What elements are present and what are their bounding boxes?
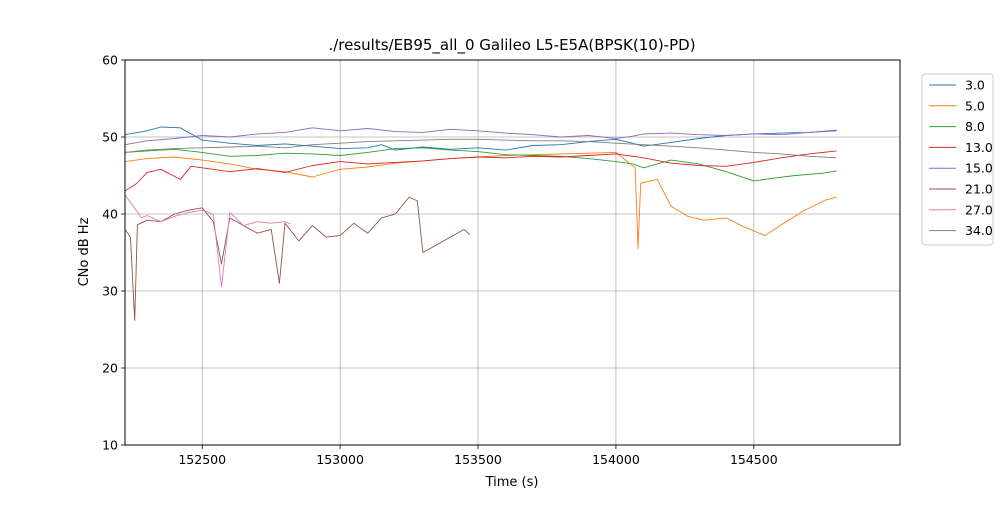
series-line-15-0 [124,127,837,146]
x-tick-label: 152500 [178,452,226,467]
y-axis-ticks: 10 20 30 40 50 60 [102,53,125,453]
y-tick-label: 40 [102,207,118,222]
chart-title: ./results/EB95_all_0 Galileo L5-E5A(BPSK… [328,36,695,55]
x-axis-ticks: 152500 153000 153500 154000 154500 [178,445,778,467]
legend-label: 27.0 [965,202,993,217]
y-tick-label: 30 [102,284,118,299]
x-tick-label: 153500 [454,452,502,467]
series-line-8-0 [124,147,837,182]
series-line-27-0 [124,194,291,288]
x-tick-label: 153000 [316,452,364,467]
legend-label: 15.0 [965,161,993,176]
legend-label: 13.0 [965,140,993,155]
y-tick-label: 50 [102,130,118,145]
x-tick-label: 154500 [730,452,778,467]
legend-label: 8.0 [965,119,985,134]
plot-frame [124,59,901,446]
y-tick-label: 10 [102,438,118,453]
y-tick-label: 60 [102,53,118,68]
legend-label: 5.0 [965,98,985,113]
series-line-3-0 [124,126,837,151]
y-tick-label: 20 [102,361,118,376]
series-lines [124,126,837,321]
x-axis-label: Time (s) [485,475,539,490]
legend-label: 34.0 [965,223,993,238]
legend-box [921,73,994,246]
series-line-34-0 [124,138,837,159]
series-line-13-0 [124,150,837,192]
legend-label: 21.0 [965,182,993,197]
legend: 3.0 5.0 8.0 13.0 15.0 21.0 27.0 34.0 [921,73,994,246]
legend-label: 3.0 [965,78,985,93]
x-tick-label: 154000 [592,452,640,467]
y-axis-label: CNo dB Hz [77,217,92,286]
